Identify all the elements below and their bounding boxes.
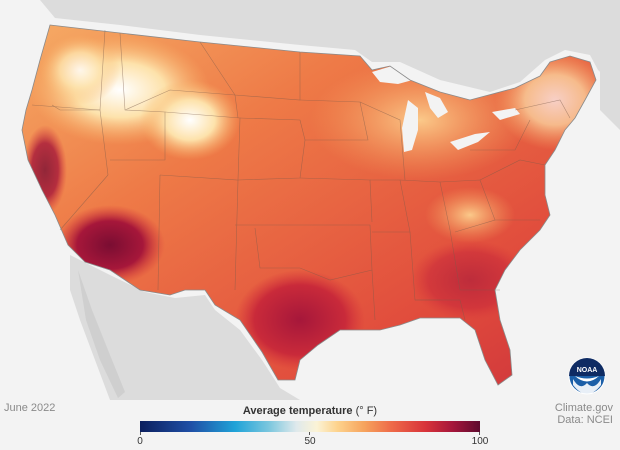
legend-tick-mark-max <box>479 432 480 435</box>
date-label: June 2022 <box>4 402 56 414</box>
legend-tick-label-max: 100 <box>471 436 489 447</box>
legend-title: Average temperature (° F) <box>140 405 480 417</box>
legend-unit: (° F) <box>355 405 378 417</box>
legend-tick-mark-min <box>140 432 141 435</box>
temperature-map <box>0 0 620 400</box>
credit-data: Data: NCEI <box>557 414 613 426</box>
legend-tick-label-mid: 50 <box>304 436 316 447</box>
legend-tick-label-min: 0 <box>137 436 143 447</box>
credit-text: Climate.gov Data: NCEI <box>555 402 613 426</box>
noaa-logo-text: NOAA <box>577 367 598 374</box>
legend-color-bar <box>140 421 480 432</box>
noaa-logo: NOAA <box>568 357 606 400</box>
great-lakes <box>372 66 520 152</box>
legend-title-text: Average temperature <box>242 405 353 417</box>
surrounding-land <box>0 0 620 400</box>
credit-source: Climate.gov <box>554 402 613 414</box>
legend-tick-mark-mid <box>309 432 310 435</box>
state-borders <box>31 29 571 321</box>
